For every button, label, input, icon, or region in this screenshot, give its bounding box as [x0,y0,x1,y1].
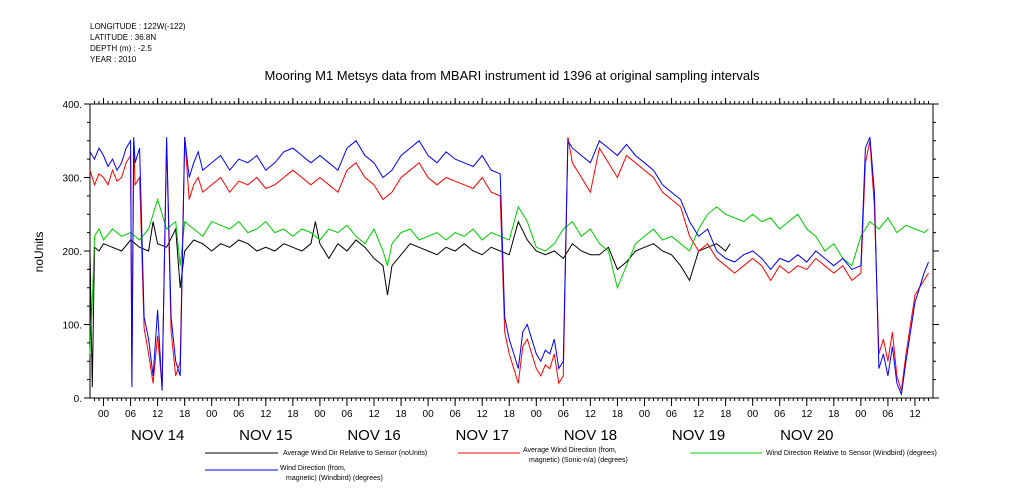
x-tick-label: 06 [882,409,894,420]
x-tick-label: 00 [639,409,651,420]
x-tick-label: 12 [477,409,489,420]
meta-depth: DEPTH (m) : -2.5 [90,44,152,53]
x-tick-label: 18 [720,409,732,420]
x-tick-label: 06 [450,409,462,420]
series-line-2 [89,137,929,391]
x-tick-label: 00 [423,409,435,420]
legend-label-4: magnetic) (Windbird) (degrees) [286,475,383,482]
x-tick-label: 12 [368,409,380,420]
x-tick-label: 12 [801,409,813,420]
meta-longitude: LONGITUDE : 122W(-122) [90,22,186,31]
legend-label-2: Average Wind Direction (from, [523,447,617,454]
plot-frame [89,103,934,399]
x-tick-label: 06 [341,409,353,420]
x-day-label: NOV 20 [780,427,833,444]
x-tick-label: 18 [395,409,407,420]
x-tick-label: 18 [287,409,299,420]
legend: Average Wind Dir Relative to Sensor (noU… [205,447,937,482]
x-day-label: NOV 16 [347,427,400,444]
x-tick-label: 12 [585,409,597,420]
x-tick-label: 06 [666,409,678,420]
legend-label-2: magnetic) (Sonic-n/a) (degrees) [529,457,628,464]
x-tick-label: 12 [909,409,921,420]
x-tick-label: 00 [98,409,110,420]
x-tick-label: 00 [314,409,326,420]
x-tick-label: 06 [558,409,570,420]
series-line-1 [89,220,731,388]
chart-title: Mooring M1 Metsys data from MBARI instru… [265,68,760,83]
meta-latitude: LATITUDE : 36.8N [90,33,157,42]
x-tick-label: 12 [152,409,164,420]
x-tick-label: 06 [774,409,786,420]
x-tick-label: 00 [206,409,218,420]
metadata-block: LONGITUDE : 122W(-122) LATITUDE : 36.8N … [90,21,186,65]
axes-layer: 0. 100. 200. 300. 400. 00 06 12 18 00 06 12 18 00 06 12… [63,98,939,444]
x-day-label: NOV 19 [672,427,725,444]
x-tick-label: 00 [855,409,867,420]
y-axis-label: noUnits [32,232,46,273]
y-tick-label: 200. [63,247,82,258]
x-tick-label: 18 [504,409,516,420]
legend-label-1: Average Wind Dir Relative to Sensor (noU… [283,450,427,457]
y-tick-label: 400. [63,100,82,111]
legend-label-3: Wind Direction Relative to Sensor (Windb… [766,450,937,457]
meta-year: YEAR : 2010 [90,55,137,64]
x-tick-label: 06 [125,409,137,420]
y-tick-label: 0. [74,394,82,405]
series-line-4 [89,136,929,397]
plot-border [89,103,934,399]
y-tick-label: 300. [63,174,82,185]
x-tick-label: 12 [260,409,272,420]
x-tick-label: 18 [828,409,840,420]
x-day-label: NOV 14 [131,427,184,444]
x-tick-label: 18 [612,409,624,420]
x-day-label: NOV 15 [239,427,292,444]
series-layer [89,136,929,397]
x-tick-label: 06 [233,409,245,420]
x-tick-label: 00 [531,409,543,420]
x-tick-label: 18 [179,409,191,420]
y-tick-label: 100. [63,321,82,332]
x-day-label: NOV 17 [456,427,509,444]
series-line-3 [89,197,929,354]
legend-label-4: Wind Direction (from, [280,465,346,472]
x-tick-label: 12 [693,409,705,420]
x-tick-label: 00 [747,409,759,420]
x-day-label: NOV 18 [564,427,617,444]
